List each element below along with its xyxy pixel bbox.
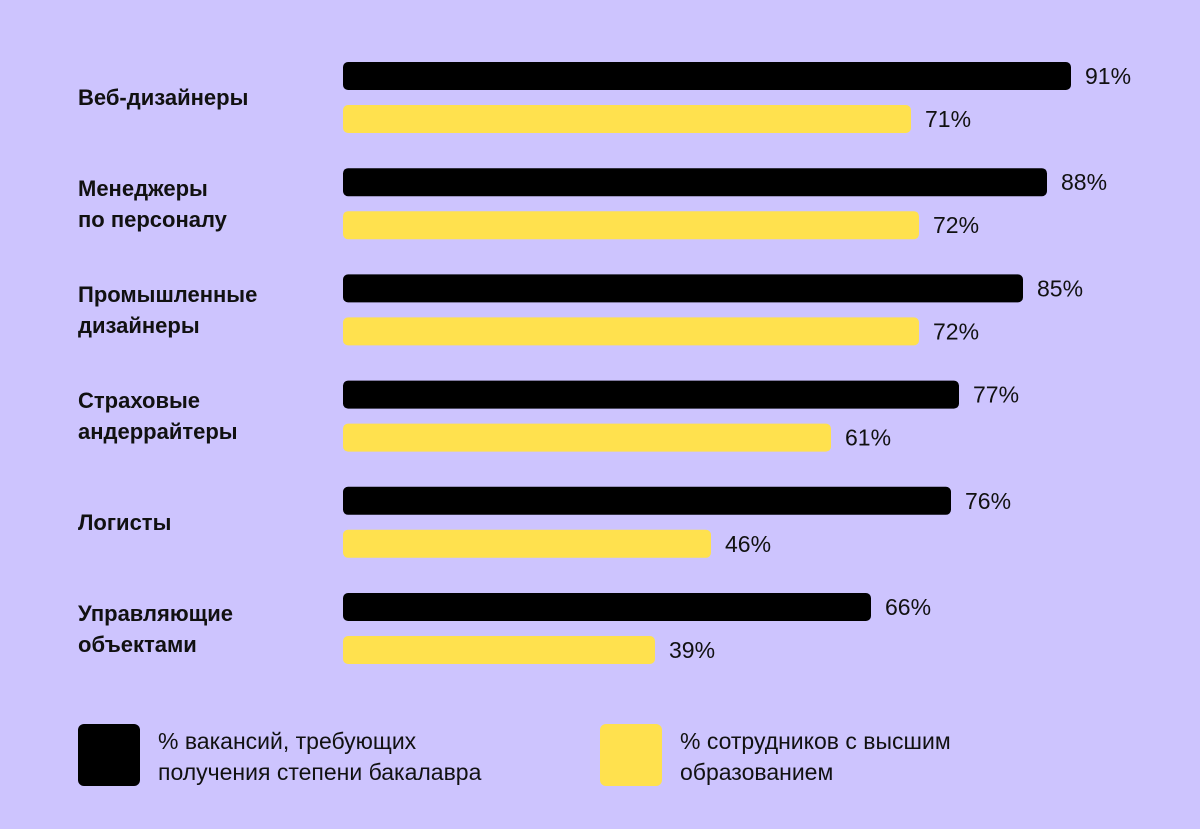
value-label-employees-facility-managers: 39% [669,637,715,663]
value-label-employees-hr-managers: 72% [933,212,979,238]
category-label-logisticians: Логисты [78,509,172,535]
value-label-vacancies-logisticians: 76% [965,488,1011,514]
category-label-hr-managers: Менеджеры по персоналу [78,175,227,232]
bar-employees-hr-managers [343,211,919,240]
bar-employees-facility-managers [343,636,655,664]
bar-chart: 91% 71% 88% 72% 85% 72% 77% 61% 76% 46% 66% 39% [343,62,1131,664]
bar-employees-insurance-underwriters [343,423,831,452]
bar-vacancies-web-designers [343,62,1071,90]
legend-swatch-dark [78,724,140,786]
bar-vacancies-logisticians [343,486,951,515]
bar-vacancies-hr-managers [343,168,1047,197]
bar-employees-logisticians [343,529,711,558]
category-label-facility-managers: Управляющие объектами [78,600,233,657]
value-label-employees-logisticians: 46% [725,531,771,557]
bar-employees-web-designers [343,105,911,133]
value-label-employees-web-designers: 71% [925,106,971,132]
bar-employees-industrial-designers [343,317,919,346]
bar-vacancies-industrial-designers [343,274,1023,303]
value-label-vacancies-facility-managers: 66% [885,594,931,620]
category-label-insurance-underwriters: Страховые андеррайтеры [78,388,238,445]
value-label-employees-industrial-designers: 72% [933,318,979,344]
value-label-vacancies-hr-managers: 88% [1061,169,1107,195]
value-label-vacancies-industrial-designers: 85% [1037,275,1083,301]
category-label-web-designers: Веб-дизайнеры [78,85,249,110]
value-label-employees-insurance-underwriters: 61% [845,425,891,451]
value-label-vacancies-insurance-underwriters: 77% [973,382,1019,408]
bar-vacancies-facility-managers [343,593,871,621]
legend-label-employees: % сотрудников с высшим образованием [680,728,951,785]
bar-vacancies-insurance-underwriters [343,380,959,409]
value-label-vacancies-web-designers: 91% [1085,63,1131,89]
legend-swatch-yellow [600,724,662,786]
category-label-industrial-designers: Промышленные дизайнеры [78,281,258,338]
legend-label-vacancies: % вакансий, требующих получения степени … [158,728,482,785]
